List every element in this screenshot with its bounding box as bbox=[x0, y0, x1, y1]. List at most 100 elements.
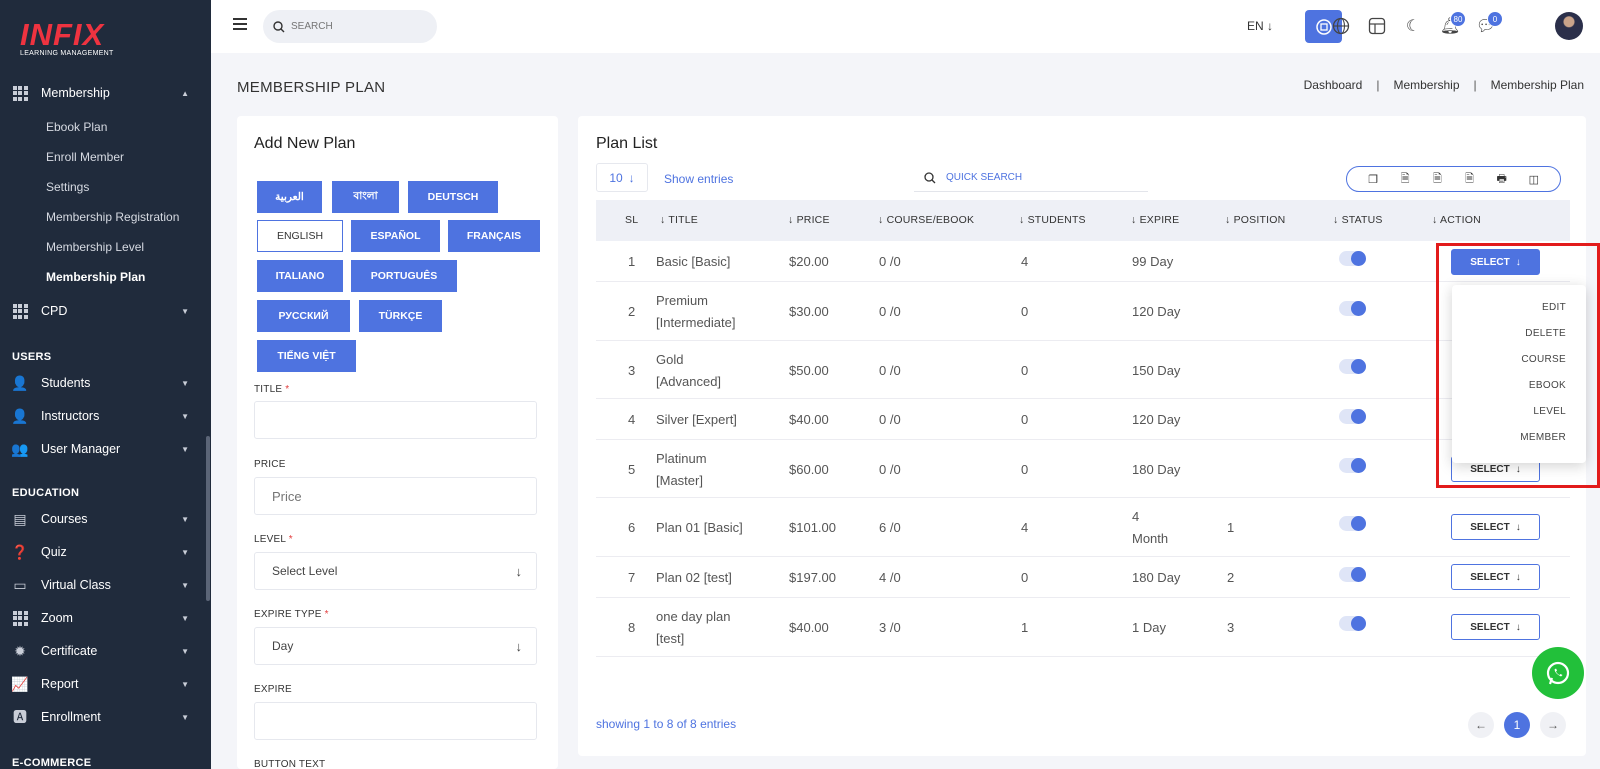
globe-icon[interactable] bbox=[1329, 14, 1353, 38]
status-toggle[interactable] bbox=[1339, 616, 1366, 631]
status-toggle[interactable] bbox=[1339, 516, 1366, 531]
lang-tab-deutsch[interactable]: DEUTSCH bbox=[408, 181, 498, 213]
status-toggle[interactable] bbox=[1339, 409, 1366, 424]
lang-tab-italiano[interactable]: ITALIANO bbox=[257, 260, 343, 292]
col-price[interactable]: ↓ PRICE bbox=[788, 214, 830, 226]
menu-item-edit[interactable]: EDIT bbox=[1542, 302, 1566, 313]
status-toggle[interactable] bbox=[1339, 251, 1366, 266]
sidebar-item-cpd[interactable]: CPD ▼ bbox=[0, 297, 211, 325]
select-action-button[interactable]: SELECT ↓ bbox=[1451, 614, 1540, 640]
sidebar-item-zoom[interactable]: Zoom ▼ bbox=[0, 604, 211, 632]
lang-tab-turkce[interactable]: TÜRKÇE bbox=[359, 300, 442, 332]
copy-icon[interactable]: ❐ bbox=[1368, 173, 1379, 186]
arrow-down-icon: ↓ bbox=[1515, 571, 1521, 583]
lang-tab-francais[interactable]: FRANÇAIS bbox=[448, 220, 540, 252]
sidebar-subitem-settings[interactable]: Settings bbox=[46, 180, 90, 194]
price-input[interactable] bbox=[272, 488, 522, 504]
print-icon[interactable]: 🖶 bbox=[1496, 172, 1507, 185]
search-icon bbox=[273, 20, 285, 32]
language-selector[interactable]: EN ↓ bbox=[1247, 19, 1273, 33]
sidebar-subitem-ebook-plan[interactable]: Ebook Plan bbox=[46, 120, 108, 134]
level-select[interactable]: Select Level ↓ bbox=[254, 552, 537, 590]
title-input[interactable] bbox=[272, 412, 522, 428]
col-expire[interactable]: ↓ EXPIRE bbox=[1131, 214, 1180, 226]
lang-tab-arabic[interactable]: العربية bbox=[257, 181, 322, 213]
col-sl[interactable]: SL bbox=[625, 214, 639, 226]
menu-item-ebook[interactable]: EBOOK bbox=[1528, 380, 1566, 391]
col-students[interactable]: ↓ STUDENTS bbox=[1019, 214, 1086, 226]
breadcrumb-membership-plan[interactable]: Membership Plan bbox=[1490, 78, 1584, 92]
select-action-button[interactable]: SELECT ↓ bbox=[1451, 514, 1540, 540]
title-field[interactable] bbox=[254, 401, 537, 439]
menu-item-member[interactable]: MEMBER bbox=[1520, 432, 1566, 443]
menu-item-delete[interactable]: DELETE bbox=[1525, 328, 1566, 339]
layout-icon[interactable] bbox=[1365, 14, 1389, 38]
avatar[interactable] bbox=[1555, 12, 1583, 40]
expire-type-select[interactable]: Day ↓ bbox=[254, 627, 537, 665]
columns-icon[interactable]: ◫ bbox=[1528, 173, 1540, 186]
col-course-ebook[interactable]: ↓ COURSE/EBOOK bbox=[878, 214, 975, 226]
excel-icon[interactable]: 🗎 bbox=[1400, 172, 1410, 185]
status-toggle[interactable] bbox=[1339, 359, 1366, 374]
lang-tab-bangla[interactable]: বাংলা bbox=[332, 181, 399, 213]
sidebar-item-enrollment[interactable]: 🅰 Enrollment ▼ bbox=[0, 703, 211, 731]
sidebar-item-students[interactable]: 👤 Students ▼ bbox=[0, 369, 211, 397]
sidebar-item-certificate[interactable]: ✹ Certificate ▼ bbox=[0, 637, 211, 665]
sidebar-item-courses[interactable]: ▤ Courses ▼ bbox=[0, 505, 211, 533]
sidebar-scrollbar[interactable] bbox=[206, 436, 210, 601]
lang-tab-espanol[interactable]: ESPAÑOL bbox=[351, 220, 440, 252]
expire-input[interactable] bbox=[272, 713, 522, 729]
col-position[interactable]: ↓ POSITION bbox=[1225, 214, 1286, 226]
breadcrumb-membership[interactable]: Membership bbox=[1393, 78, 1460, 92]
status-toggle[interactable] bbox=[1339, 458, 1366, 473]
select-action-button[interactable]: SELECT ↓ bbox=[1451, 249, 1540, 275]
col-action[interactable]: ↓ ACTION bbox=[1432, 214, 1481, 226]
lang-tab-english[interactable]: ENGLISH bbox=[257, 220, 343, 252]
pdf-icon[interactable]: 🗎 bbox=[1465, 172, 1474, 185]
level-label: LEVEL * bbox=[254, 534, 293, 545]
menu-item-level[interactable]: LEVEL bbox=[1533, 406, 1566, 417]
moon-icon[interactable]: ☾ bbox=[1405, 18, 1421, 35]
search-input[interactable] bbox=[291, 21, 421, 32]
sidebar-item-report[interactable]: 📈 Report ▼ bbox=[0, 670, 211, 698]
sidebar-item-virtual-class[interactable]: ▭ Virtual Class ▼ bbox=[0, 571, 211, 599]
select-action-button[interactable]: SELECT ↓ bbox=[1451, 564, 1540, 590]
col-status[interactable]: ↓ STATUS bbox=[1333, 214, 1383, 226]
sidebar-item-user-manager[interactable]: 👥 User Manager ▼ bbox=[0, 435, 211, 463]
lang-tab-tieng-viet[interactable]: TIẾNG VIỆT bbox=[257, 340, 356, 372]
entries-select[interactable]: 10 ↓ bbox=[596, 163, 648, 192]
csv-icon[interactable]: 🗎 bbox=[1432, 172, 1442, 185]
page-button-current[interactable]: 1 bbox=[1504, 712, 1530, 738]
quick-search-input[interactable] bbox=[946, 172, 1136, 183]
row-course: 0 /0 bbox=[879, 254, 901, 269]
logo[interactable]: INFIX LEARNING MANAGEMENT bbox=[20, 18, 114, 58]
breadcrumb-dashboard[interactable]: Dashboard bbox=[1303, 78, 1363, 92]
sidebar-subitem-enroll-member[interactable]: Enroll Member bbox=[46, 150, 125, 164]
col-title[interactable]: ↓ TITLE bbox=[660, 214, 698, 226]
lang-tab-portugues[interactable]: PORTUGUÊS bbox=[351, 260, 457, 292]
sidebar-subitem-membership-level[interactable]: Membership Level bbox=[46, 240, 145, 254]
expire-type-label: EXPIRE TYPE * bbox=[254, 609, 329, 620]
next-page-button[interactable]: → bbox=[1540, 712, 1566, 738]
entries-info: showing 1 to 8 of 8 entries bbox=[596, 717, 737, 731]
sidebar-item-instructors[interactable]: 👤 Instructors ▼ bbox=[0, 402, 211, 430]
status-toggle[interactable] bbox=[1339, 567, 1366, 582]
price-field[interactable] bbox=[254, 477, 537, 515]
section-title-ecommerce: E-COMMERCE bbox=[12, 757, 92, 769]
row-position: 1 bbox=[1227, 520, 1235, 535]
prev-page-button[interactable]: ← bbox=[1468, 712, 1494, 738]
row-students: 4 bbox=[1021, 520, 1029, 535]
whatsapp-button[interactable] bbox=[1532, 647, 1584, 699]
sidebar-item-quiz[interactable]: ❓ Quiz ▼ bbox=[0, 538, 211, 566]
quick-search[interactable] bbox=[914, 164, 1148, 192]
lang-tab-russian[interactable]: РУССКИЙ bbox=[257, 300, 350, 332]
hamburger-menu-icon[interactable] bbox=[233, 18, 247, 30]
sidebar-item-membership[interactable]: Membership ▲ bbox=[0, 79, 211, 107]
menu-item-course[interactable]: COURSE bbox=[1521, 354, 1566, 365]
sidebar-subitem-membership-plan[interactable]: Membership Plan bbox=[46, 270, 146, 284]
row-title-level: [Intermediate] bbox=[656, 315, 736, 330]
expire-field[interactable] bbox=[254, 702, 537, 740]
header-search[interactable] bbox=[263, 10, 437, 43]
sidebar-subitem-membership-registration[interactable]: Membership Registration bbox=[46, 210, 180, 224]
status-toggle[interactable] bbox=[1339, 301, 1366, 316]
